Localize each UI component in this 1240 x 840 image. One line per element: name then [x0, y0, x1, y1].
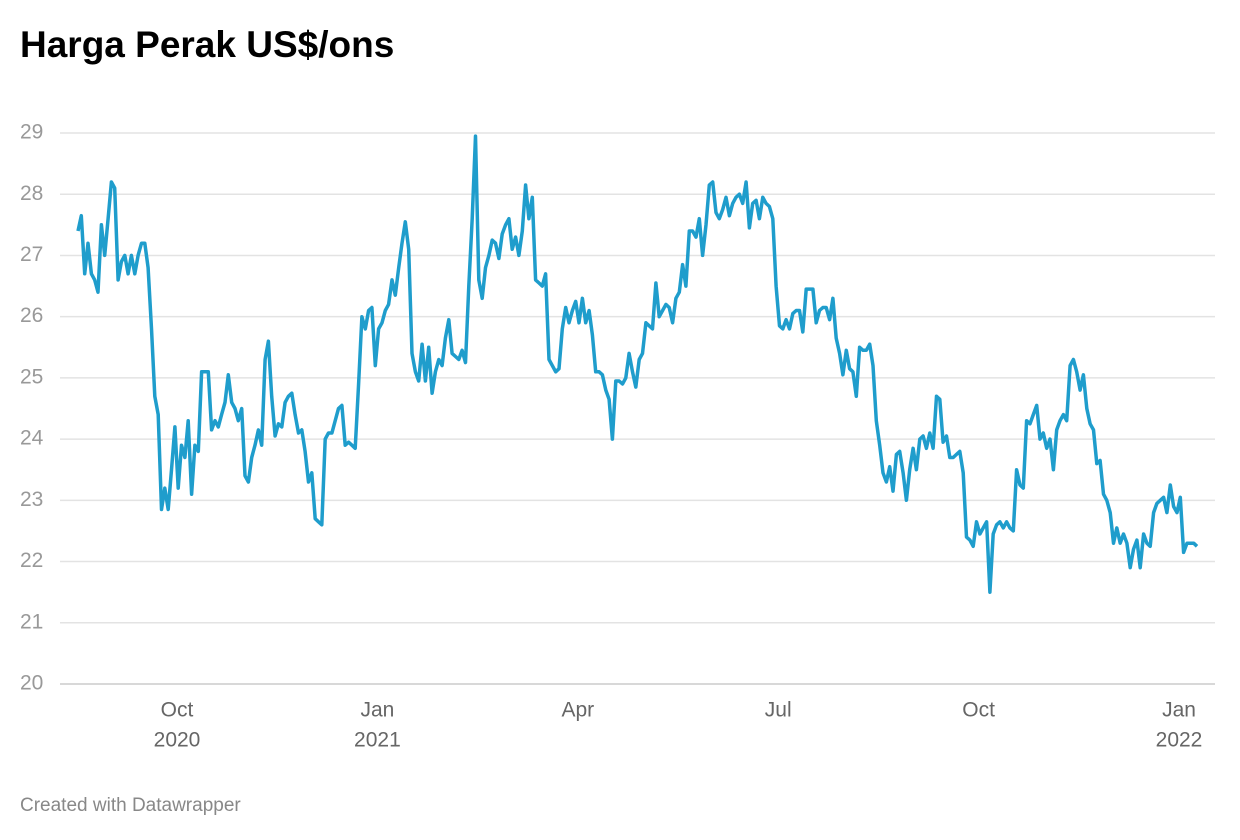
x-tick-label: Jul	[765, 699, 792, 722]
x-tick-label: Oct	[962, 699, 995, 722]
x-tick-label: Apr	[561, 699, 594, 722]
x-tick-label: Jan	[360, 699, 394, 722]
footer: Created with Datawrapper	[20, 795, 241, 816]
y-tick-label: 20	[20, 672, 43, 695]
chart-title: Harga Perak US$/ons	[20, 24, 394, 65]
x-tick-year: 2022	[1156, 729, 1203, 752]
y-tick-label: 29	[20, 121, 43, 144]
y-tick-label: 26	[20, 304, 43, 327]
x-tick-label: Oct	[161, 699, 194, 722]
y-tick-label: 21	[20, 610, 43, 633]
y-tick-label: 24	[20, 427, 44, 450]
y-tick-label: 22	[20, 549, 43, 572]
x-tick-year: 2021	[354, 729, 401, 752]
y-tick-label: 23	[20, 488, 43, 511]
y-tick-label: 28	[20, 182, 43, 205]
x-tick-label: Jan	[1162, 699, 1196, 722]
x-tick-year: 2020	[154, 729, 201, 752]
y-tick-label: 25	[20, 365, 43, 388]
y-tick-label: 27	[20, 243, 43, 266]
price-line	[76, 134, 1199, 594]
